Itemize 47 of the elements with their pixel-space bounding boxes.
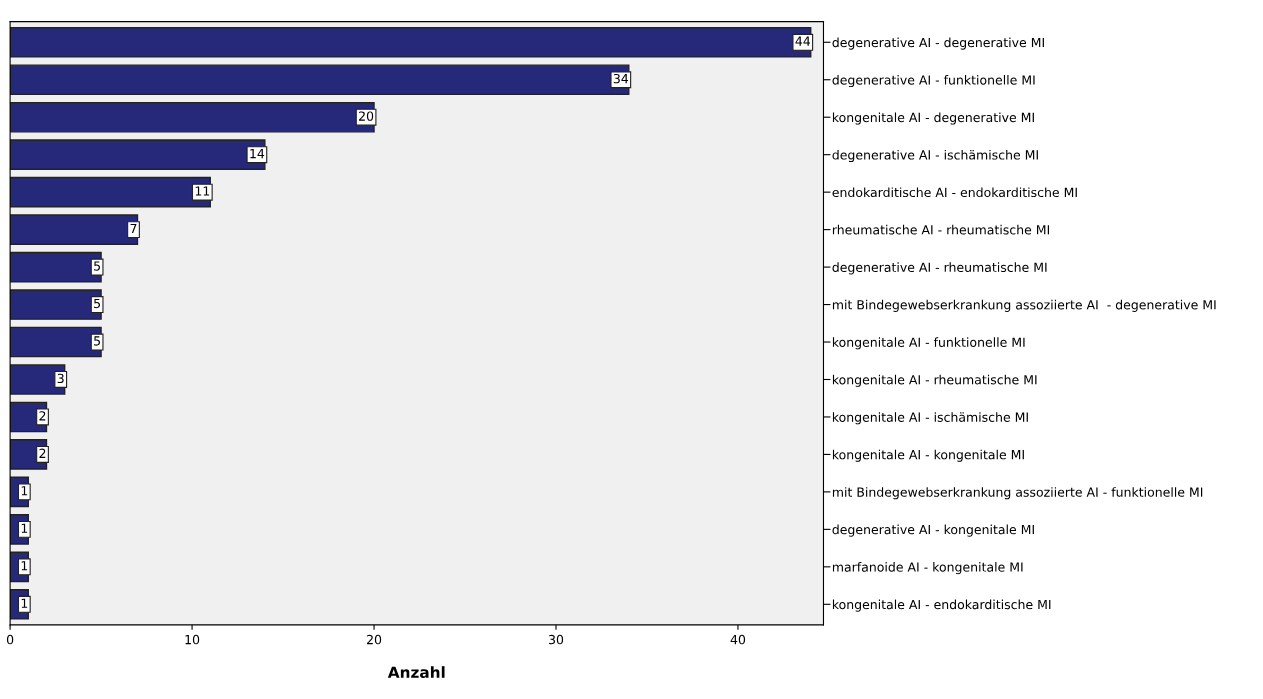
y-tick-label: kongenitale AI - rheumatische MI xyxy=(832,374,1037,387)
y-tick-label: mit Bindegewebserkrankung assoziierte AI - funktionelle MI xyxy=(832,487,1203,500)
bar xyxy=(10,214,139,245)
bar xyxy=(10,101,375,133)
x-tick-label: 40 xyxy=(730,634,746,645)
data-label: 1 xyxy=(21,561,28,571)
y-tick-label: degenerative AI - degenerative MI xyxy=(832,37,1044,50)
data-label: 3 xyxy=(57,373,64,384)
data-label: 20 xyxy=(359,111,374,121)
x-tick-label: 30 xyxy=(548,634,564,645)
x-tick-label: 20 xyxy=(366,634,382,645)
y-tick-label: kongenitale AI - kongenitale MI xyxy=(832,449,1024,462)
x-tick-label: 10 xyxy=(185,634,200,645)
data-label: 7 xyxy=(130,223,137,234)
bar xyxy=(10,139,266,170)
y-tick-label: rheumatische AI - rheumatische MI xyxy=(832,224,1050,235)
x-tick-label: 0 xyxy=(6,634,14,645)
y-tick-label: kongenitale AI - endokarditische MI xyxy=(832,599,1051,612)
data-label: 14 xyxy=(250,149,265,159)
data-label: 2 xyxy=(39,448,46,458)
bar xyxy=(10,289,102,320)
data-label: 5 xyxy=(94,261,100,271)
bar xyxy=(10,64,630,96)
y-tick-label: degenerative AI - kongenitale MI xyxy=(832,524,1034,537)
bar xyxy=(10,176,211,208)
data-label: 1 xyxy=(21,598,28,608)
bar xyxy=(10,326,102,358)
y-tick-label: degenerative AI - rheumatische MI xyxy=(832,262,1047,275)
data-label: 5 xyxy=(94,336,100,346)
data-label: 11 xyxy=(195,186,210,196)
bar xyxy=(10,251,102,283)
y-tick-label: kongenitale AI - funktionelle MI xyxy=(832,337,1025,350)
x-axis-title: Anzahl xyxy=(387,666,445,678)
y-tick-label: kongenitale AI - degenerative MI xyxy=(832,112,1034,125)
data-label: 34 xyxy=(613,73,629,84)
y-tick-label: mit Bindegewebserkrankung assoziierte AI - degenerative MI xyxy=(832,299,1216,312)
data-label: 1 xyxy=(21,486,28,496)
data-label: 5 xyxy=(94,298,100,309)
data-label: 2 xyxy=(39,411,46,421)
bar xyxy=(10,26,812,58)
y-tick-label: endokarditische AI - endokarditische MI xyxy=(832,187,1077,198)
data-label: 44 xyxy=(795,36,811,46)
y-tick-label: marfanoide AI - kongenitale MI xyxy=(832,562,1023,575)
y-tick-label: kongenitale AI - ischämische MI xyxy=(832,412,1028,425)
y-tick-label: degenerative AI - funktionelle MI xyxy=(832,75,1035,88)
y-tick-label: degenerative AI - ischämische MI xyxy=(832,149,1038,163)
data-label: 1 xyxy=(21,523,28,533)
